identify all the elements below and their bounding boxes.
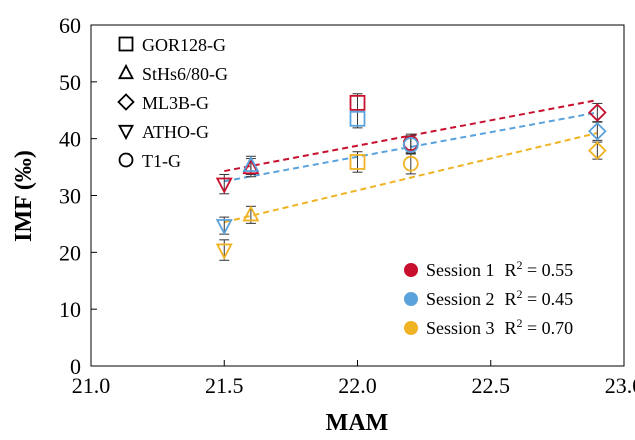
legend-marker-triangle-up (118, 63, 134, 80)
legend-r-squared-symbol: R (505, 260, 517, 280)
legend-swatch-session-3 (404, 321, 418, 335)
y-tick-label: 20 (59, 240, 81, 265)
legend-marker-square (118, 36, 134, 52)
legend-material-label: GOR128-G (142, 35, 226, 55)
point-circle-session-2 (402, 137, 419, 153)
trend-line-session-2 (224, 111, 598, 183)
point-square-session-1 (349, 94, 366, 111)
y-tick-label: 10 (59, 297, 81, 322)
legend-r-squared-value: = 0.45 (523, 289, 574, 309)
point-triangle-up-session-1 (242, 158, 260, 175)
y-tick-label: 30 (59, 184, 81, 209)
legend-material-label: ATHO-G (142, 122, 209, 142)
legend-r-squared-exponent: 2 (517, 287, 523, 301)
legend-r-squared-value: = 0.55 (523, 260, 574, 280)
point-diamond-session-1 (588, 103, 607, 122)
x-axis-title: MAM (326, 410, 389, 436)
point-square-session-3 (349, 154, 366, 170)
x-axis: 21.0 21.5 22.0 22.5 23.0 (72, 360, 635, 398)
y-tick-label: 40 (59, 127, 81, 152)
point-circle-session-3 (402, 155, 419, 172)
y-tick-label: 60 (59, 13, 81, 38)
point-triangle-down-session-3 (215, 243, 233, 260)
x-tick-label: 22.0 (338, 373, 377, 398)
legend-marker-triangle-down (118, 124, 134, 141)
legend-session-name: Session 2 (426, 289, 495, 309)
y-axis-title: IMF (‰) (11, 150, 37, 242)
point-diamond-session-3 (588, 141, 607, 160)
point-triangle-down-session-1 (215, 177, 233, 194)
legend-marker-circle (118, 152, 134, 168)
trend-line-session-3 (224, 132, 598, 224)
data-points (215, 94, 607, 260)
legend-session-name: Session 1 (426, 260, 495, 280)
legend-r-squared-value: = 0.70 (523, 318, 574, 338)
x-tick-label: 22.5 (472, 373, 511, 398)
legend-material-label: T1-G (142, 151, 181, 171)
legend-swatch-session-2 (404, 292, 418, 306)
point-triangle-down-session-2 (215, 219, 233, 236)
legend-session-name: Session 3 (426, 318, 495, 338)
marker-legend: GOR128-G StHs6/80-G ML3B-G ATHO-G T1-G (117, 35, 228, 171)
legend-r-squared-exponent: 2 (517, 316, 523, 330)
trend-line-session-1 (224, 99, 598, 173)
legend-r-squared-symbol: R (505, 289, 517, 309)
x-tick-label: 21.0 (72, 373, 111, 398)
y-axis: 0 10 20 30 40 50 60 (59, 13, 97, 379)
legend-session-label: Session 3 R2 = 0.70 (426, 316, 573, 338)
legend-marker-diamond (117, 93, 135, 111)
legend-r-squared-exponent: 2 (517, 258, 523, 272)
trend-lines (224, 99, 598, 224)
point-square-session-2 (349, 110, 366, 127)
legend-material-label: StHs6/80-G (142, 64, 228, 84)
legend-r-squared-symbol: R (505, 318, 517, 338)
y-tick-label: 50 (59, 70, 81, 95)
y-tick-label: 0 (70, 354, 81, 379)
x-tick-label: 23.0 (605, 373, 635, 398)
legend-material-label: ML3B-G (142, 93, 209, 113)
legend-session-label: Session 1 R2 = 0.55 (426, 258, 573, 280)
point-diamond-session-2 (588, 121, 607, 141)
legend-session-label: Session 2 R2 = 0.45 (426, 287, 573, 309)
point-triangle-up-session-2 (242, 155, 260, 172)
point-triangle-up-session-3 (242, 205, 260, 222)
legend-swatch-session-1 (404, 263, 418, 277)
x-tick-label: 21.5 (205, 373, 244, 398)
